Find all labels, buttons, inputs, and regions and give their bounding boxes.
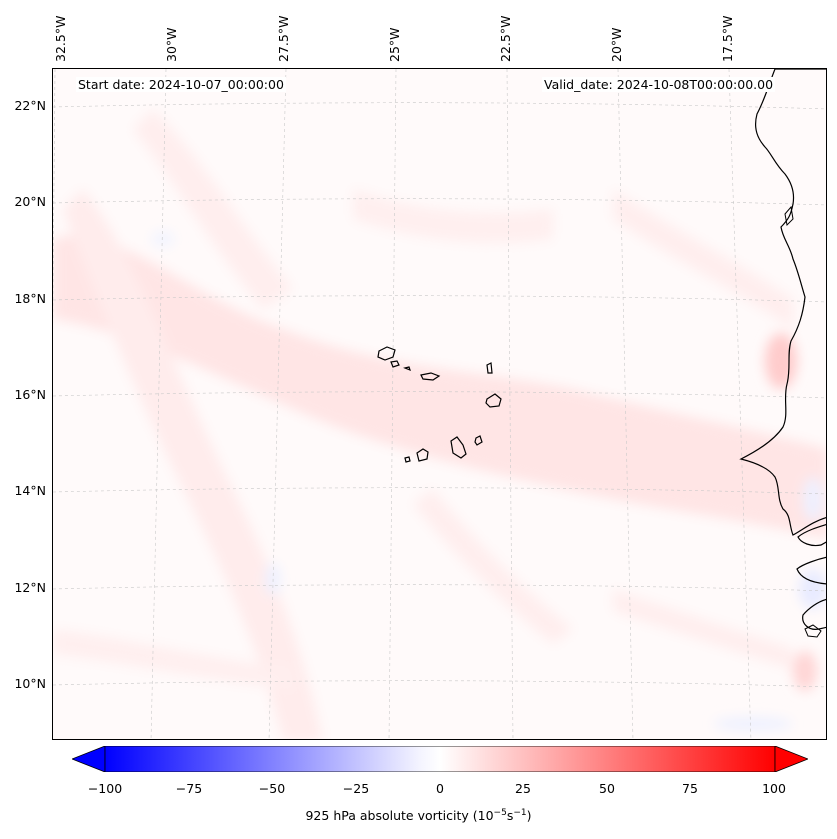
lat-label-14n: 14°N — [14, 483, 46, 498]
lat-label-12n: 12°N — [14, 580, 46, 595]
santiago-island — [450, 436, 467, 459]
start-date-label: Start date: 2024-10-07_00:00:00 — [76, 77, 286, 92]
lon-label-27-5w: 27.5°W — [276, 15, 291, 62]
vorticity-field — [53, 109, 826, 739]
colorbar-max-arrow — [774, 746, 808, 772]
colorbar-tick: −100 — [87, 781, 123, 796]
maio-island — [474, 435, 483, 446]
colorbar-tick: 25 — [515, 781, 531, 796]
boa-vista-island — [485, 393, 502, 408]
colorbar-tick: 75 — [682, 781, 698, 796]
colorbar-tick: 100 — [762, 781, 786, 796]
lon-label-30w: 30°W — [164, 27, 179, 62]
colorbar-min-arrow — [72, 746, 106, 772]
colorbar-tick: 0 — [436, 781, 444, 796]
coastal-island — [784, 205, 794, 227]
colorbar-tick: −75 — [175, 781, 203, 796]
cape-verde-islands — [377, 346, 502, 463]
santo-antao-island — [377, 346, 396, 361]
colorbar — [72, 746, 808, 772]
lat-label-22n: 22°N — [14, 98, 46, 113]
lon-label-22-5w: 22.5°W — [498, 15, 513, 62]
lat-label-20n: 20°N — [14, 194, 46, 209]
lat-label-18n: 18°N — [14, 291, 46, 306]
sao-vicente-island — [390, 360, 400, 368]
map-panel — [52, 68, 827, 740]
colorbar-body — [104, 746, 776, 772]
bijagos-islands — [804, 624, 822, 638]
colorbar-tick: −50 — [258, 781, 286, 796]
brava-island — [404, 456, 411, 463]
africa-coastline — [739, 69, 826, 630]
lon-label-32-5w: 32.5°W — [53, 15, 68, 62]
sal-island — [486, 362, 493, 374]
lat-label-16n: 16°N — [14, 387, 46, 402]
sao-nicolau-island — [420, 372, 441, 381]
lon-label-17-5w: 17.5°W — [720, 15, 735, 62]
lon-label-25w: 25°W — [387, 27, 402, 62]
fogo-island — [416, 448, 429, 462]
lon-label-20w: 20°W — [609, 27, 624, 62]
graticule — [53, 69, 826, 739]
lat-label-10n: 10°N — [14, 676, 46, 691]
vorticity-map — [53, 69, 826, 739]
colorbar-label: 925 hPa absolute vorticity (10−5s−1) — [305, 808, 532, 824]
valid-date-label: Valid_date: 2024-10-08T00:00:00.00 — [542, 77, 776, 92]
santa-luzia-island — [403, 366, 411, 372]
colorbar-tick: −25 — [342, 781, 370, 796]
colorbar-tick: 50 — [599, 781, 615, 796]
